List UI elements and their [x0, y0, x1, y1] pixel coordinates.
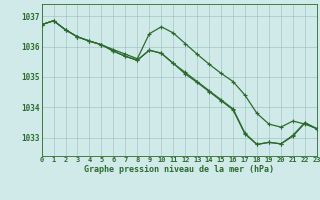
X-axis label: Graphe pression niveau de la mer (hPa): Graphe pression niveau de la mer (hPa): [84, 165, 274, 174]
